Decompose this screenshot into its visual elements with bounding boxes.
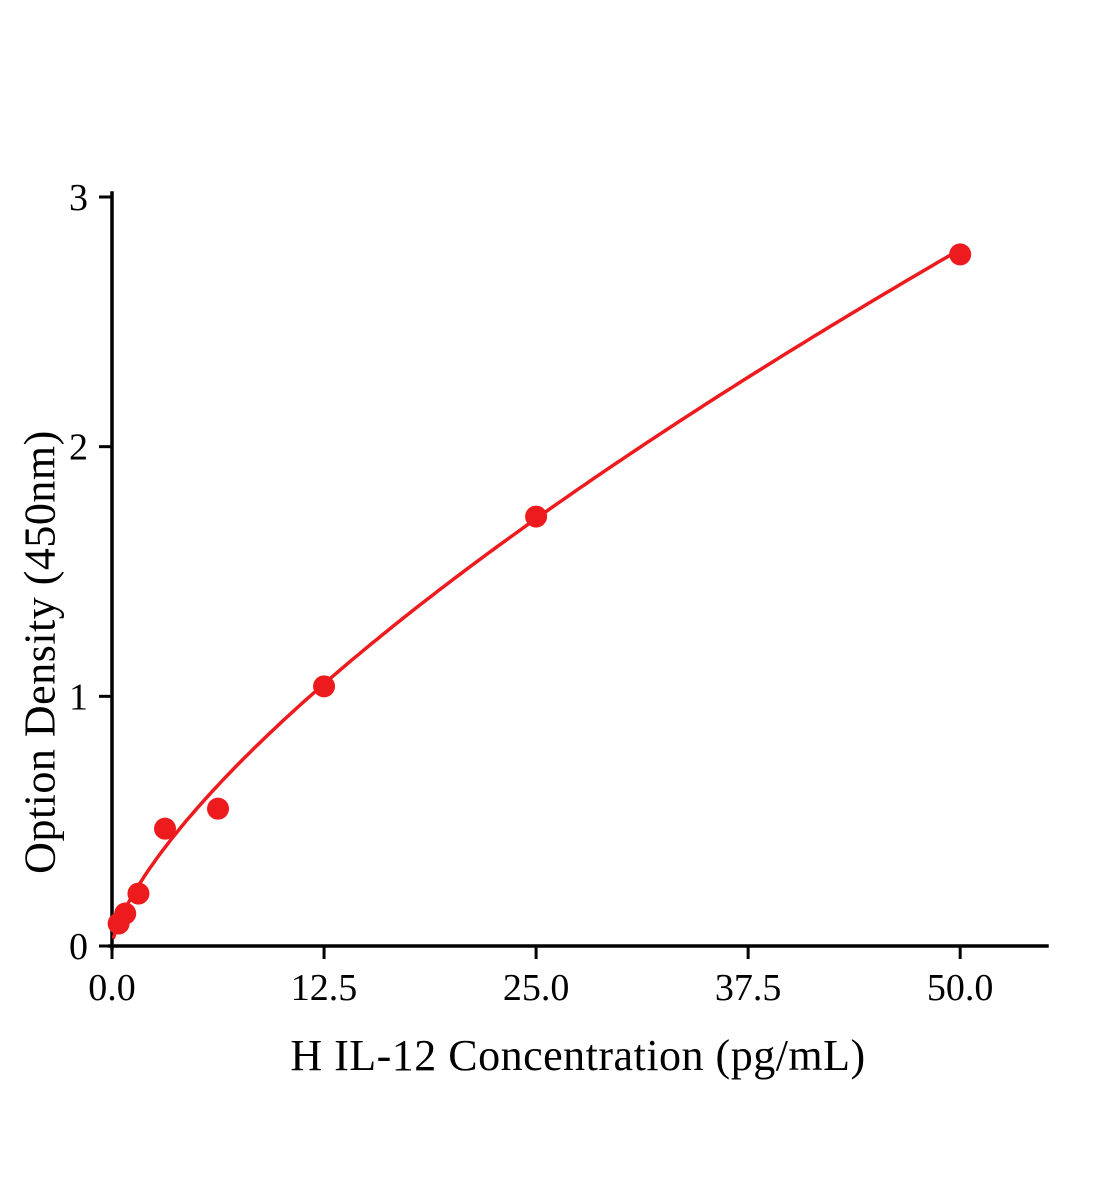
y-tick-label: 1	[69, 676, 88, 718]
x-axis-title: H IL-12 Concentration (pg/mL)	[290, 1031, 866, 1080]
x-tick-label: 25.0	[503, 967, 570, 1009]
data-point	[525, 505, 548, 528]
data-point	[114, 902, 137, 925]
data-point	[313, 675, 336, 698]
x-tick-label: 50.0	[927, 967, 994, 1009]
axes	[108, 191, 1049, 950]
data-point	[154, 817, 177, 840]
data-point	[127, 882, 150, 905]
x-axis: 0.0 12.5 25.0 37.5 50.0	[88, 946, 993, 1009]
x-tick-label: 0.0	[88, 967, 136, 1009]
y-tick-label: 2	[69, 427, 88, 469]
y-tick-label: 3	[69, 177, 88, 219]
y-axis: 0 1 2 3	[69, 177, 112, 968]
x-tick-label: 37.5	[715, 967, 782, 1009]
fit-curve	[111, 247, 962, 940]
data-point	[949, 243, 972, 266]
y-tick-label: 0	[69, 926, 88, 968]
data-points	[107, 243, 972, 935]
y-axis-title: Option Density (450nm)	[15, 430, 65, 874]
x-tick-label: 12.5	[291, 967, 358, 1009]
data-point	[207, 797, 230, 820]
